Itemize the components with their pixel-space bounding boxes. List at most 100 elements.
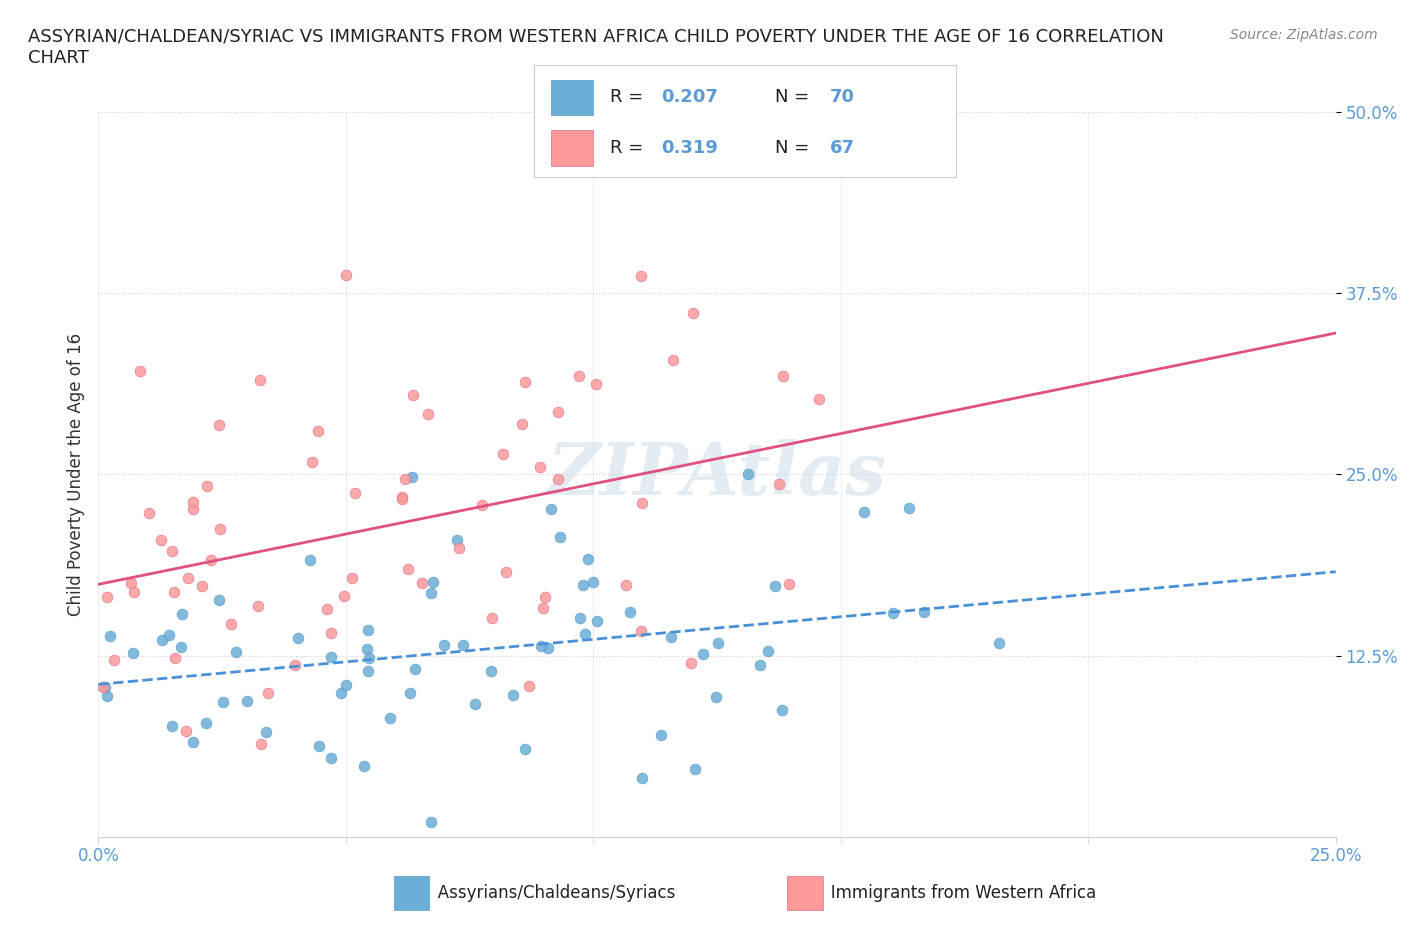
Point <box>682 306 704 321</box>
Point <box>763 578 786 593</box>
Point <box>416 407 439 422</box>
Point <box>681 656 703 671</box>
Point <box>208 418 231 432</box>
Point <box>330 685 353 700</box>
Point <box>308 738 330 753</box>
Point <box>129 363 152 378</box>
Point <box>316 602 339 617</box>
Point <box>249 372 271 387</box>
Point <box>882 605 904 620</box>
Point <box>299 552 322 567</box>
Point <box>630 624 652 639</box>
Point <box>533 590 555 604</box>
Point <box>96 590 118 604</box>
Point <box>574 626 596 641</box>
Point <box>254 724 277 739</box>
Point <box>707 636 730 651</box>
FancyBboxPatch shape <box>551 80 593 115</box>
Point <box>160 543 183 558</box>
Point <box>510 417 533 432</box>
Point <box>93 680 115 695</box>
Point <box>335 268 357 283</box>
Point <box>165 650 187 665</box>
Point <box>481 611 503 626</box>
Text: 67: 67 <box>830 139 855 156</box>
Point <box>236 694 259 709</box>
Text: 0.207: 0.207 <box>661 88 717 106</box>
Point <box>530 638 553 653</box>
Point <box>540 501 562 516</box>
Point <box>335 677 357 692</box>
Point <box>531 601 554 616</box>
Point <box>808 392 831 406</box>
Point <box>449 540 471 555</box>
Text: 0.319: 0.319 <box>661 139 717 156</box>
Point <box>250 737 273 751</box>
Point <box>630 269 652 284</box>
Text: N =: N = <box>775 88 814 106</box>
Point <box>177 570 200 585</box>
Point <box>401 470 423 485</box>
Point <box>419 815 441 830</box>
Point <box>748 658 770 672</box>
Point <box>391 491 413 506</box>
Point <box>340 570 363 585</box>
Point <box>181 495 204 510</box>
Point <box>391 489 413 504</box>
Point <box>704 690 727 705</box>
Point <box>446 533 468 548</box>
Point <box>756 644 779 658</box>
Point <box>150 633 173 648</box>
Point <box>357 663 380 678</box>
Point <box>103 652 125 667</box>
Point <box>529 459 551 474</box>
Text: 70: 70 <box>830 88 855 106</box>
Point <box>225 644 247 659</box>
Point <box>685 762 707 777</box>
Point <box>200 552 222 567</box>
Point <box>419 585 441 600</box>
Point <box>257 685 280 700</box>
Point <box>547 472 569 486</box>
Point <box>321 626 343 641</box>
Point <box>212 695 235 710</box>
Point <box>122 585 145 600</box>
Text: ZIPAtlas: ZIPAtlas <box>548 439 886 510</box>
Point <box>404 661 426 676</box>
Point <box>585 377 607 392</box>
Point <box>582 575 605 590</box>
Point <box>172 607 194 622</box>
Point <box>987 635 1010 650</box>
Point <box>208 592 231 607</box>
Point <box>495 565 517 579</box>
Point <box>301 455 323 470</box>
Point <box>502 688 524 703</box>
Point <box>357 650 380 665</box>
Point <box>332 589 354 604</box>
Point <box>195 715 218 730</box>
Point <box>120 576 142 591</box>
Point <box>631 495 654 510</box>
Point <box>772 368 794 383</box>
FancyBboxPatch shape <box>551 130 593 166</box>
Point <box>94 679 117 694</box>
Point <box>208 521 231 536</box>
Point <box>399 685 422 700</box>
Point <box>287 631 309 646</box>
Point <box>190 578 212 593</box>
Point <box>547 405 569 419</box>
Point <box>616 578 638 592</box>
Point <box>768 477 790 492</box>
Point <box>396 562 419 577</box>
Point <box>650 727 672 742</box>
Point <box>181 502 204 517</box>
Point <box>121 645 143 660</box>
Text: Source: ZipAtlas.com: Source: ZipAtlas.com <box>1230 28 1378 42</box>
Point <box>138 505 160 520</box>
Point <box>451 637 474 652</box>
Text: ASSYRIAN/CHALDEAN/SYRIAC VS IMMIGRANTS FROM WESTERN AFRICA CHILD POVERTY UNDER T: ASSYRIAN/CHALDEAN/SYRIAC VS IMMIGRANTS F… <box>28 28 1164 67</box>
Point <box>221 617 243 631</box>
Point <box>319 751 342 765</box>
Point <box>737 467 759 482</box>
Point <box>170 639 193 654</box>
